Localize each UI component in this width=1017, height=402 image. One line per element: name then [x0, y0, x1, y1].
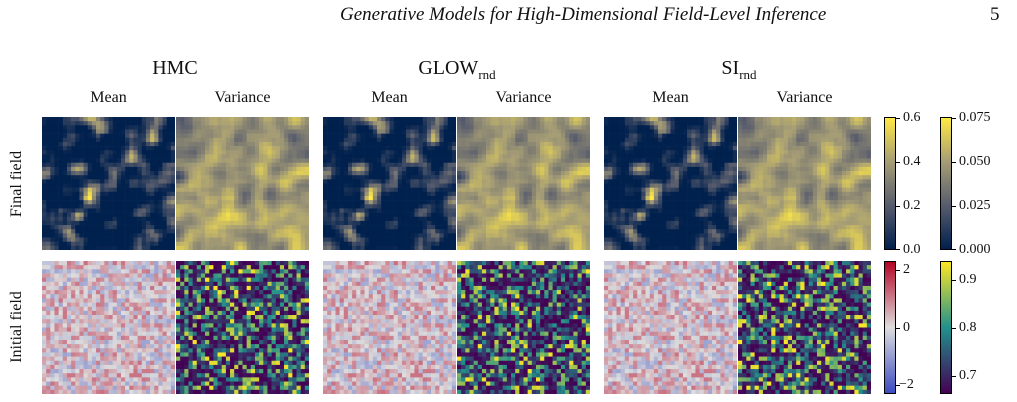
- method-title-si: SIrnd: [721, 57, 757, 82]
- heatmap-initial-variance: [738, 261, 871, 394]
- colorbar-tick: 0.4: [903, 154, 921, 169]
- heatmap-final-variance: [176, 117, 309, 250]
- heatmap-initial-variance: [176, 261, 309, 394]
- page-number: 5: [990, 4, 1000, 25]
- colorbar-tick: 0.2: [903, 198, 921, 213]
- colorbar-tick: 2: [903, 262, 910, 277]
- running-title: Generative Models for High-Dimensional F…: [340, 4, 827, 25]
- heatmap-final-mean: [42, 117, 175, 250]
- colorbar-tick: 0.075: [959, 110, 991, 125]
- col-label-variance: Variance: [214, 89, 271, 106]
- col-label-mean: Mean: [90, 89, 127, 106]
- colorbar-tick: 0.6: [903, 110, 921, 125]
- heatmap-final-mean: [604, 117, 737, 250]
- colorbar-tick: −2: [899, 377, 914, 392]
- heatmap-final-variance: [738, 117, 871, 250]
- colorbar-tick: 0.8: [959, 320, 977, 335]
- colorbar-tick: 0: [903, 320, 910, 335]
- col-label-variance: Variance: [776, 89, 833, 106]
- colorbar-tick: 0.000: [959, 242, 991, 257]
- heatmap-initial-variance: [457, 261, 590, 394]
- colorbar-initial-variance: [940, 261, 952, 394]
- colorbar-tick: 0.050: [959, 154, 991, 169]
- method-title-hmc: HMC: [152, 57, 198, 79]
- heatmap-initial-mean: [604, 261, 737, 394]
- row-label-final-field: Final field: [8, 150, 25, 218]
- heatmap-final-mean: [323, 117, 456, 250]
- method-title-glow: GLOWrnd: [418, 57, 496, 82]
- row-label-initial-field: Initial field: [8, 291, 25, 363]
- heatmap-initial-mean: [323, 261, 456, 394]
- colorbar-tick: 0.025: [959, 198, 991, 213]
- col-label-mean: Mean: [652, 89, 689, 106]
- colorbar-final-mean: [884, 117, 896, 250]
- col-label-mean: Mean: [371, 89, 408, 106]
- colorbar-final-variance: [940, 117, 952, 250]
- running-header: Generative Models for High-Dimensional F…: [0, 0, 1017, 40]
- heatmap-initial-mean: [42, 261, 175, 394]
- colorbar-tick: 0.7: [959, 368, 977, 383]
- heatmap-final-variance: [457, 117, 590, 250]
- colorbar-tick: 0.0: [903, 242, 921, 257]
- colorbar-tick: 0.9: [959, 272, 977, 287]
- col-label-variance: Variance: [495, 89, 552, 106]
- colorbar-initial-mean: [884, 261, 896, 394]
